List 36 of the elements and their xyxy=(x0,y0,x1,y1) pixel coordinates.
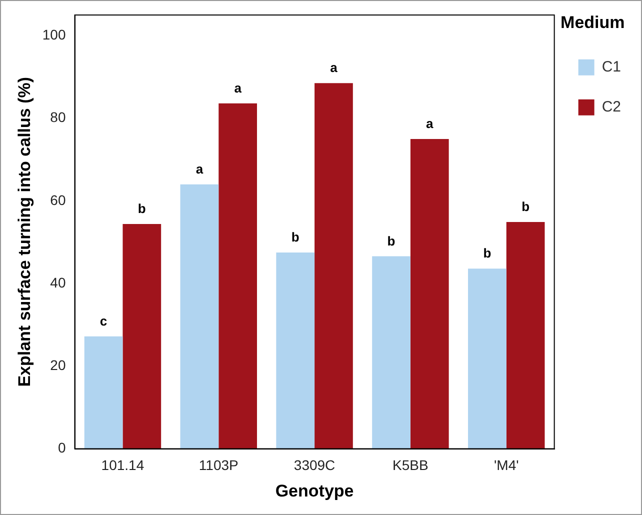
annotation: c xyxy=(100,314,108,329)
annotation: b xyxy=(138,201,146,216)
annotation: a xyxy=(330,60,338,76)
x-tick-label: 'M4' xyxy=(494,457,519,474)
bar xyxy=(410,138,449,449)
y-tick-label: 0 xyxy=(58,440,66,456)
bar xyxy=(218,103,257,449)
bar xyxy=(122,224,162,449)
annotation: b xyxy=(483,246,492,261)
y-tick-label: 20 xyxy=(50,357,66,374)
x-tick-label: 101.14 xyxy=(101,457,144,474)
x-tick-label: 1103P xyxy=(198,457,238,474)
x-tick-label: 3309C xyxy=(294,457,336,474)
y-tick-label: 40 xyxy=(50,274,66,290)
bar xyxy=(506,222,545,449)
annotation: a xyxy=(426,116,434,132)
bar xyxy=(468,268,506,449)
legend-label: C1 xyxy=(602,58,622,76)
bar xyxy=(276,252,315,449)
y-tick-label: 60 xyxy=(50,192,66,208)
bar xyxy=(314,83,353,449)
annotation: a xyxy=(196,161,204,176)
bar xyxy=(372,256,410,449)
annotation: b xyxy=(291,230,300,245)
annotation: a xyxy=(234,80,242,96)
bar xyxy=(84,336,123,449)
legend-title: Medium xyxy=(560,13,625,32)
y-axis-title: Explant surface turning into callus (%) xyxy=(14,76,34,387)
legend-label: C2 xyxy=(602,98,622,116)
x-axis-title: Genotype xyxy=(275,481,354,500)
annotation: b xyxy=(387,233,396,248)
y-tick-label: 80 xyxy=(50,109,66,126)
annotation: b xyxy=(522,199,530,214)
bar xyxy=(180,184,219,449)
y-tick-label: 100 xyxy=(42,26,66,43)
x-tick-label: K5BB xyxy=(392,457,428,474)
